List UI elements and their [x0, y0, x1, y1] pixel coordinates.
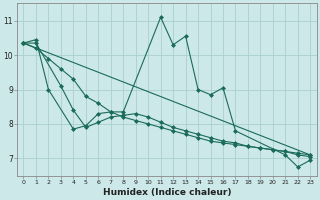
X-axis label: Humidex (Indice chaleur): Humidex (Indice chaleur): [103, 188, 231, 197]
